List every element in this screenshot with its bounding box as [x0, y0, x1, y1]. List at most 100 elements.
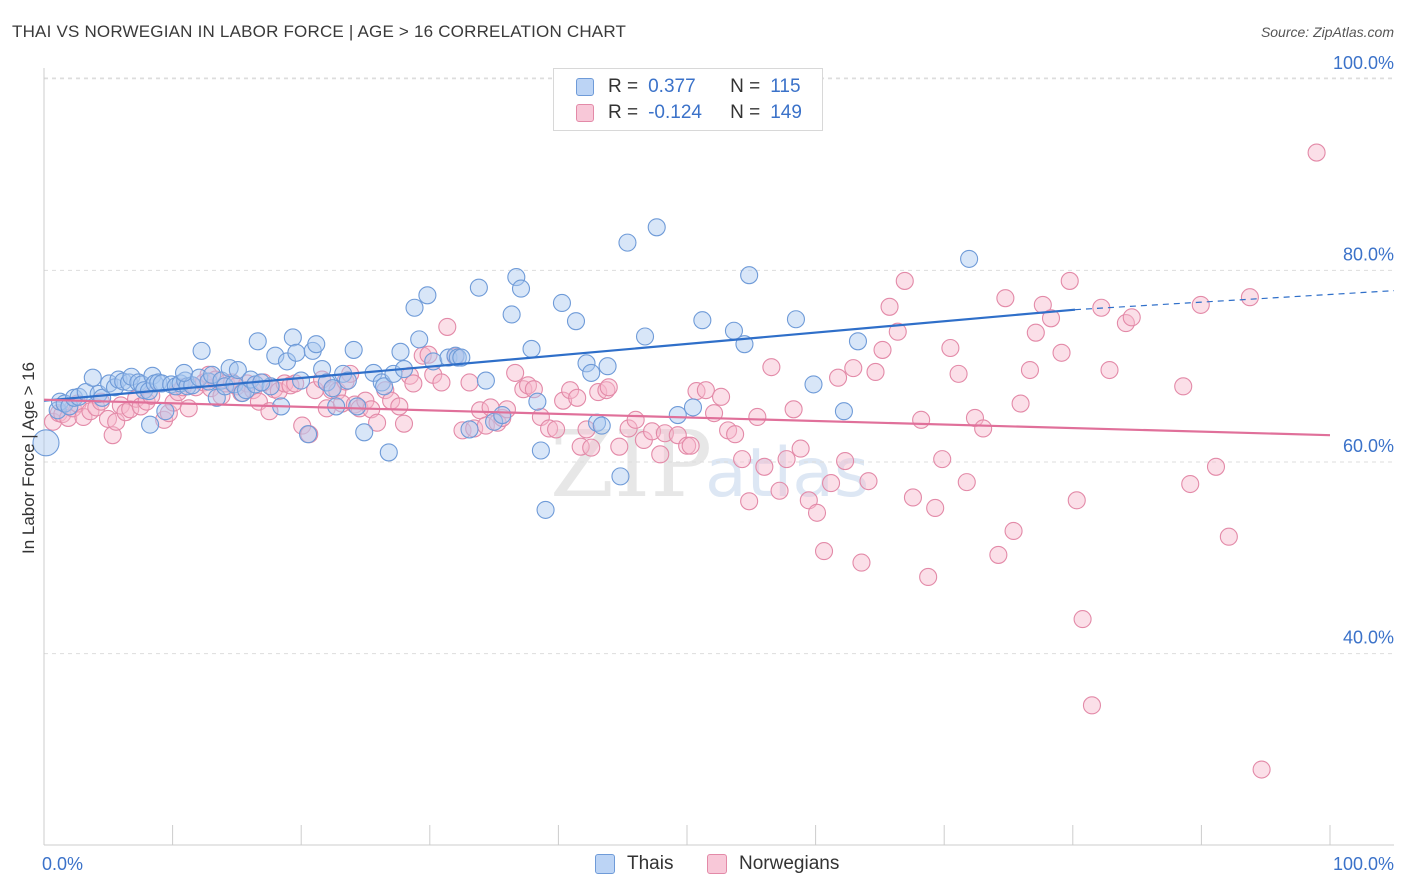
thai-point — [307, 335, 326, 354]
thai-point — [405, 298, 424, 317]
thai-point — [598, 357, 617, 376]
norwegian-point — [866, 362, 885, 381]
norwegian-point — [895, 271, 914, 290]
y-tick-label: 40.0% — [1343, 628, 1394, 648]
norwegian-point — [996, 289, 1015, 308]
n-value: 149 — [770, 102, 802, 123]
norwegian-point — [740, 492, 759, 511]
legend-label-thais: Thais — [627, 853, 674, 874]
thai-point — [83, 368, 102, 387]
r-value: 0.377 — [648, 76, 696, 97]
norwegian-point — [1100, 360, 1119, 380]
thai-point — [668, 406, 687, 425]
norwegian-point — [599, 378, 618, 397]
norwegian-point — [577, 420, 596, 439]
thai-point — [156, 402, 175, 421]
r-value: -0.124 — [648, 102, 702, 123]
norwegian-point — [368, 413, 387, 432]
norwegian-point — [829, 368, 848, 387]
r-label: R = — [608, 102, 639, 123]
norwegian-point — [712, 387, 731, 406]
thai-point — [577, 354, 596, 373]
norwegian-point — [1191, 295, 1210, 314]
thai-point — [228, 360, 247, 380]
norwegian-point — [87, 398, 106, 417]
thai-point — [804, 375, 823, 394]
norwegian-point — [453, 421, 472, 440]
norwegian-point — [880, 297, 899, 316]
norwegian-point — [799, 491, 818, 510]
norwegian-point — [1082, 696, 1102, 715]
norwegian-point — [762, 358, 781, 377]
norwegian-point — [974, 419, 993, 438]
norwegian-point — [1067, 491, 1086, 510]
norwegian-point — [949, 364, 968, 383]
thais-swatch — [576, 78, 594, 96]
norwegian-point — [547, 420, 566, 439]
chart-title: THAI VS NORWEGIAN IN LABOR FORCE | AGE >… — [12, 22, 627, 41]
thai-point — [740, 266, 759, 285]
norwegian-point — [74, 407, 93, 427]
norwegian-point — [957, 473, 976, 492]
norwegian-point — [651, 445, 670, 464]
legend-row-thais: R = 0.377 N = 115 — [576, 75, 801, 99]
norwegian-point — [989, 545, 1008, 564]
norwegian-point — [770, 481, 789, 500]
norwegian-point — [1011, 394, 1030, 413]
thai-point — [355, 423, 374, 442]
norwegian-point — [681, 436, 700, 455]
norwegian-point — [1052, 343, 1071, 362]
norwegian-point — [438, 317, 457, 336]
stats-legend: R = 0.377 N = 115 R = -0.124 N = 149 — [553, 68, 823, 131]
thai-point — [266, 346, 285, 365]
norwegian-point — [394, 414, 414, 433]
thai-point — [683, 398, 703, 417]
norwegian-point — [626, 410, 645, 429]
thai-point — [192, 341, 211, 360]
norwegian-point — [1307, 143, 1326, 162]
norwegian-point — [1020, 360, 1039, 380]
r-label: R = — [608, 76, 639, 97]
thai-point — [493, 406, 512, 425]
thai-point — [531, 441, 550, 460]
watermark: ZIP atlas — [550, 411, 869, 518]
norwegian-point — [1004, 521, 1023, 541]
thai-point — [152, 374, 171, 393]
thai-point — [203, 365, 222, 384]
thais-swatch — [595, 854, 615, 874]
norwegian-point — [791, 439, 810, 458]
y-tick-label: 100.0% — [1333, 53, 1394, 73]
norwegian-point — [859, 472, 878, 491]
thai-point — [122, 367, 141, 386]
watermark-zip: ZIP — [550, 411, 712, 518]
source-credit: Source: ZipAtlas.com — [1260, 24, 1394, 40]
y-axis-label: In Labor Force | Age > 16 — [19, 362, 38, 554]
trend-layer — [43, 290, 1395, 437]
thai-point — [237, 381, 256, 400]
norwegian-point — [568, 388, 587, 407]
thai-point — [348, 397, 367, 416]
norwegian-point — [821, 474, 841, 493]
norwegian-point — [554, 391, 573, 410]
thai-point — [469, 278, 488, 297]
norwegian-point — [873, 340, 892, 359]
norwegians-swatch — [576, 104, 594, 122]
thai-point — [418, 286, 437, 305]
thai-point — [476, 371, 495, 390]
n-value: 115 — [770, 76, 801, 97]
thai-point — [960, 249, 979, 268]
x-tick-label: 0.0% — [42, 854, 83, 874]
norwegian-point — [836, 451, 855, 471]
thai-point — [507, 268, 526, 287]
thai-points — [32, 218, 979, 519]
grid-layer — [44, 77, 1394, 655]
norwegian-point — [597, 381, 616, 400]
norwegian-point — [903, 488, 923, 507]
norwegians-swatch — [707, 854, 727, 874]
thai-point — [410, 330, 429, 349]
norwegian-point — [1073, 610, 1092, 629]
norwegian-point — [933, 450, 952, 469]
thai-point — [248, 332, 267, 351]
norwegian-point — [1060, 271, 1079, 290]
